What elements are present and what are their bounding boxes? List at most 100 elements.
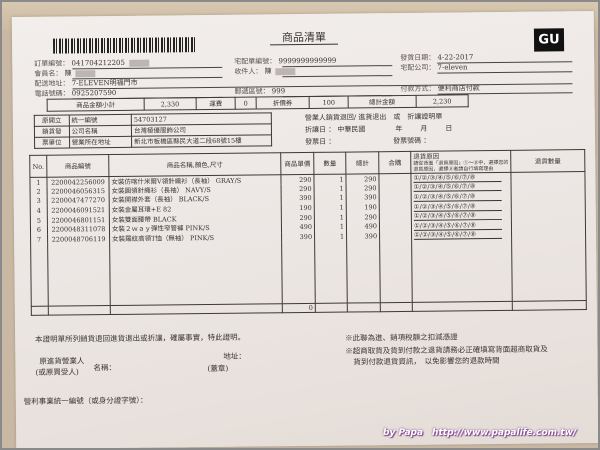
vendor-table: 原開立 統一編號 54703127 銷貨發 公司名稱 台灣極優服飾公司 票單位 營業所在地… [34, 112, 272, 149]
cell-empty [511, 238, 587, 302]
label: 電話號碼： [34, 89, 70, 98]
cell-price: 190 [281, 203, 315, 214]
cell-qty: 1 [314, 183, 347, 194]
cell-reason[interactable]: ①/②/③/④/⑤/⑥/⑦/⑧ [411, 191, 512, 203]
items-table: No. 商品編號 商品名稱,顏色,尺寸 商品單價 數量 總計 合購 退貨原因 請從… [29, 149, 587, 316]
col-header: 商品編號 [46, 154, 109, 178]
col-header: 合購 [378, 151, 411, 174]
cell-code: 2200048706119 [47, 234, 110, 245]
col-header: No. [29, 155, 47, 178]
buyer-label: 原進貨營業人 [39, 356, 85, 366]
reason-options[interactable]: ①/②/③/④/⑤/⑥/⑦/⑧ [413, 172, 502, 183]
cell-qty: 1 [314, 202, 347, 213]
cell-reason[interactable]: ①/②/③/④/⑤/⑥/⑦/⑧ [410, 172, 512, 183]
underline [282, 65, 393, 68]
cell-no: 2 [30, 186, 48, 197]
cell-code: 2200047477270 [47, 195, 110, 206]
underline [72, 83, 573, 90]
vendor-value: 新北市板橋區縣民大道二段68號15樓 [131, 134, 272, 148]
col-header-reason: 退貨原因 請從背面「退貨原因」①～⑧中，選擇您的退貨原因，選擇⑧者請自行填寫理由 [410, 150, 511, 174]
shipping-value: 0 [235, 97, 256, 110]
cell-empty [411, 239, 513, 303]
cell-empty [379, 202, 412, 213]
cell-empty [347, 302, 381, 313]
gu-logo: GU [533, 28, 565, 52]
reason-options[interactable]: ①/②/③/④/⑤/⑥/⑦/⑧ [413, 191, 502, 202]
cell-no: 4 [30, 205, 48, 216]
address-label: 地址： [223, 351, 246, 361]
cell-no: 7 [30, 234, 48, 245]
seal-label: (蓋章) [207, 363, 229, 374]
label: 發貨日期： [400, 53, 436, 62]
coupon-value: 100 [309, 96, 348, 109]
cell-empty [412, 301, 513, 312]
cell-empty [31, 306, 49, 316]
col-header: 商品名稱,顏色,尺寸 [108, 152, 281, 177]
cell-reason[interactable]: ①/②/③/④/⑤/⑥/⑦/⑧ [411, 210, 512, 222]
cell-no: 5 [30, 215, 48, 226]
vendor-label: 公司名稱 [69, 125, 132, 137]
tax-note: ※此聯為進、銷項稅額之扣減憑證 [345, 332, 458, 343]
cell-qty: 1 [314, 222, 347, 232]
cell-empty [47, 243, 111, 307]
cell-reason[interactable]: ①/②/③/④/⑤/⑥/⑦/⑧ [411, 201, 512, 212]
vendor-side-label: 銷貨發 [34, 125, 70, 138]
cell-qty: 1 [313, 174, 347, 184]
cell-qty: 1 [314, 212, 347, 223]
value: 999 [271, 87, 286, 96]
cell-total: 390 [346, 192, 380, 203]
cell-empty [379, 230, 412, 241]
cell-empty [512, 300, 587, 311]
reason-options[interactable]: ①/②/③/④/⑤/⑥/⑦/⑧ [413, 182, 502, 193]
reason-hint: 請從背面「退貨原因」①～⑧中，選擇您的退貨原因，選擇⑧者請自行填寫理由 [413, 159, 509, 173]
cell-price: 490 [281, 222, 315, 233]
underline [437, 71, 573, 74]
cell-price: 390 [281, 193, 315, 204]
value: 4-22-2017 [437, 53, 474, 62]
value: 陳 [264, 67, 272, 76]
cell-footer-value: 0 [282, 303, 316, 313]
subtotal-value: 2,330 [143, 97, 197, 111]
cell-total: 290 [346, 183, 380, 194]
cell-total: 190 [346, 202, 380, 213]
vendor-label: 營業所在地址 [69, 136, 132, 148]
value: 陳 [64, 69, 72, 78]
cell-total: 290 [345, 173, 380, 184]
cell-code: 2200046056315 [47, 186, 110, 197]
discount-date: 折讓日 ： 中華民國 年 月 日 [305, 124, 453, 135]
tax-id-label: 營利事業統一編號（或身分證字號）： [23, 395, 148, 406]
cell-code: 2200048311078 [47, 224, 110, 235]
label: 宅配公司： [400, 63, 436, 72]
buyer-label-alt: (或原買受人) [35, 367, 79, 377]
cell-reason[interactable]: ①/②/③/④/⑤/⑥/⑦/⑧ [411, 181, 512, 193]
cell-no: 1 [29, 177, 48, 187]
label: 郵遞區號： [234, 87, 270, 96]
cell-reason[interactable]: ①/②/③/④/⑤/⑥/⑦/⑧ [411, 229, 512, 241]
cell-empty [379, 240, 413, 303]
label: 配送地址： [34, 79, 70, 88]
cell-no: 3 [30, 196, 48, 207]
cell-price: 290 [281, 212, 315, 223]
cell-empty [346, 240, 381, 304]
cell-empty [30, 244, 49, 307]
reason-options[interactable]: ①/②/③/④/⑤/⑥/⑦/⑧ [413, 211, 502, 222]
cell-empty [379, 221, 412, 232]
reason-options[interactable]: ①/②/③/④/⑤/⑥/⑦/⑧ [413, 201, 502, 212]
cell-total: 490 [346, 221, 380, 232]
cell-no: 6 [30, 225, 48, 235]
reason-options[interactable]: ①/②/③/④/⑤/⑥/⑦/⑧ [414, 230, 503, 241]
label: 折讓日 ： 中華民國 [304, 125, 366, 134]
barcode [52, 37, 196, 54]
watermark: by Papa http://www.papalife.com.tw/ [383, 428, 577, 438]
col-header: 數量 [313, 152, 346, 175]
document-title: 商品清單 [269, 30, 339, 46]
cell-empty [48, 305, 111, 316]
cell-price: 290 [280, 174, 315, 185]
label: 訂單編號： [34, 59, 70, 68]
return-note-line2: 貨到付款退貨資訊， 以免影響您的退款時間 [353, 355, 500, 367]
cell-total: 290 [346, 212, 380, 223]
cell-code: 2200046091521 [47, 205, 110, 216]
reason-options[interactable]: ①/②/③/④/⑤/⑥/⑦/⑧ [413, 220, 503, 231]
cell-price: 290 [281, 183, 315, 194]
day-label: 日 [445, 124, 453, 133]
